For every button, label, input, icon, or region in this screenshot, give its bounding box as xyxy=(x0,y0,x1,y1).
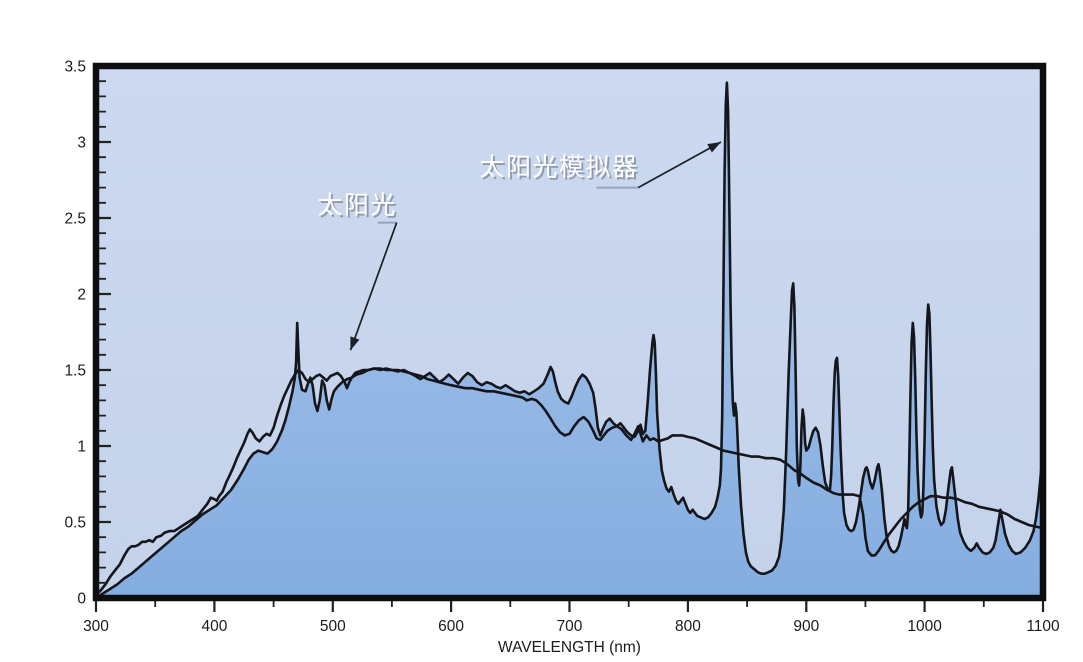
x-tick-label: 500 xyxy=(320,618,346,635)
x-tick-label: 300 xyxy=(83,618,109,635)
simulator-outline xyxy=(96,81,1043,598)
x-axis-title: WAVELENGTH (nm) xyxy=(498,639,641,656)
minor-ticks xyxy=(99,80,985,607)
x-tick-label: 400 xyxy=(201,618,227,635)
annotation-label-shadow: 太阳光 xyxy=(319,193,399,221)
x-tick-label: 1000 xyxy=(907,618,942,635)
y-tick-label: 2.5 xyxy=(64,211,86,228)
y-tick-label: 1 xyxy=(77,439,86,456)
y-tick-label: 0.5 xyxy=(64,515,86,532)
axis-box xyxy=(92,62,1047,602)
annotation-arrowhead-icon xyxy=(707,142,721,153)
annotation-arrow-line xyxy=(637,141,722,189)
x-tick-label: 1100 xyxy=(1026,618,1060,635)
x-tick-label: 800 xyxy=(675,618,701,635)
x-tick-label: 700 xyxy=(557,618,583,635)
annotation-label-shadow: 太阳光模拟器 xyxy=(482,155,641,183)
y-tick-label: 1.5 xyxy=(64,363,86,380)
simulator-area xyxy=(96,82,1043,598)
annotation-label: 太阳光 xyxy=(317,191,397,219)
x-tick-label: 900 xyxy=(793,618,819,635)
sunlight-line xyxy=(96,367,1043,596)
y-tick-label: 2 xyxy=(77,287,86,304)
annotation-arrow-line xyxy=(349,222,398,351)
y-tick-label: 0 xyxy=(77,591,86,608)
y-tick-label: 3.5 xyxy=(64,59,86,76)
annotation-label: 太阳光模拟器 xyxy=(480,153,639,181)
x-tick-label: 600 xyxy=(438,618,464,635)
y-tick-label: 3 xyxy=(77,135,86,152)
annotation-arrowhead-icon xyxy=(350,336,360,351)
